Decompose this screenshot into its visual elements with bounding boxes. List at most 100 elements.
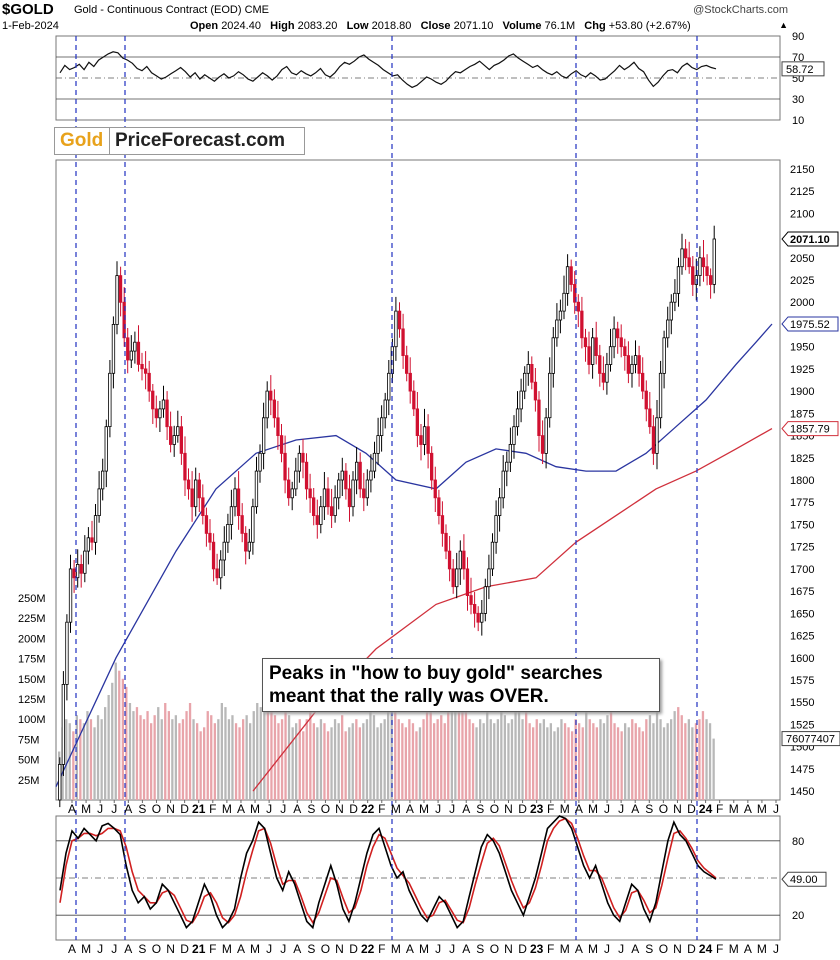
stoch-x-tick-label: J bbox=[111, 942, 117, 956]
price-tick-label: 2050 bbox=[790, 253, 814, 265]
source-credit: @StockCharts.com bbox=[693, 4, 788, 16]
candle-body bbox=[558, 310, 563, 321]
ohlc-readout: Open 2024.40 High 2083.20 Low 2018.80 Cl… bbox=[190, 20, 691, 32]
candle-body bbox=[404, 355, 409, 374]
volume-bar bbox=[93, 727, 96, 800]
volume-bar bbox=[213, 723, 216, 800]
volume-bar bbox=[680, 715, 683, 800]
stoch-x-tick-label: N bbox=[673, 942, 682, 956]
stoch-d-line bbox=[59, 817, 717, 925]
candle-body bbox=[630, 363, 634, 374]
candle-body bbox=[601, 372, 605, 383]
candle-body bbox=[483, 586, 488, 614]
low-value: 2018.80 bbox=[371, 20, 412, 32]
candle-body bbox=[429, 452, 434, 481]
candle-body bbox=[133, 341, 137, 352]
price-x-tick-label: M bbox=[81, 802, 91, 816]
chart-date: 1-Feb-2024 bbox=[2, 20, 59, 32]
rsi-tick-label: 10 bbox=[792, 115, 804, 127]
volume-bar bbox=[111, 682, 114, 800]
candle-body bbox=[193, 479, 198, 508]
candle-body bbox=[126, 337, 130, 361]
stoch-x-tick-label: A bbox=[406, 942, 414, 956]
candle-body bbox=[276, 417, 280, 436]
candle-body bbox=[219, 559, 223, 579]
stoch-x-tick-label: M bbox=[81, 942, 91, 956]
volume-bar bbox=[75, 715, 78, 800]
candle-body bbox=[240, 515, 244, 534]
candle-body bbox=[265, 390, 269, 419]
volume-bar bbox=[167, 711, 170, 800]
high-value: 2083.20 bbox=[297, 20, 338, 32]
panel-frames bbox=[55, 35, 781, 941]
volume-bar bbox=[383, 719, 386, 800]
candle-body bbox=[333, 497, 337, 516]
volume-bar bbox=[249, 723, 252, 800]
candle-body bbox=[372, 452, 377, 472]
candle-body bbox=[598, 355, 602, 374]
candle-body bbox=[523, 372, 527, 392]
volume-bar bbox=[114, 662, 117, 800]
volume-bar bbox=[539, 723, 542, 800]
volume-bar bbox=[142, 719, 146, 800]
candle-body bbox=[279, 435, 284, 454]
price-x-tick-label: A bbox=[237, 802, 245, 816]
volume-value: 76.1M bbox=[544, 20, 576, 32]
candle-body bbox=[455, 568, 459, 588]
candle-body bbox=[233, 488, 237, 508]
candle-body bbox=[594, 337, 598, 356]
candle-body bbox=[351, 479, 355, 508]
ma50-value-tag bbox=[781, 316, 839, 332]
price-x-tick-label: J bbox=[449, 802, 455, 816]
candle-body bbox=[705, 266, 709, 277]
candle-body bbox=[433, 479, 437, 499]
candle-body bbox=[655, 417, 659, 454]
candle-body bbox=[469, 595, 473, 605]
volume-bar bbox=[634, 723, 637, 800]
annotation-box: Peaks in "how to buy gold" searches mean… bbox=[262, 658, 660, 712]
volume-bar bbox=[65, 719, 68, 800]
price-x-tick-label: M bbox=[729, 802, 739, 816]
price-x-tick-label: F bbox=[547, 802, 554, 816]
volume-tick-label: 200M bbox=[18, 633, 46, 645]
volume-bar bbox=[571, 731, 574, 800]
chg-label: Chg bbox=[584, 20, 606, 32]
stoch-x-tick-label: J bbox=[266, 942, 272, 956]
stoch-x-tick-label: F bbox=[547, 942, 554, 956]
volume-bar bbox=[192, 719, 195, 800]
volume-bar bbox=[401, 723, 404, 800]
price-x-tick-label: F bbox=[209, 802, 216, 816]
stoch-x-tick-label: A bbox=[124, 942, 132, 956]
volume-bar bbox=[503, 715, 506, 800]
price-tick-label: 1625 bbox=[790, 631, 814, 643]
candle-body bbox=[623, 346, 627, 357]
stoch-x-tick-label: A bbox=[744, 942, 752, 956]
candle-body bbox=[168, 426, 173, 445]
candle-body bbox=[394, 310, 398, 348]
candle-body bbox=[254, 470, 259, 508]
volume-bar bbox=[500, 711, 503, 800]
volume-bar bbox=[323, 723, 326, 800]
volume-bar bbox=[563, 723, 567, 800]
collapse-arrow-icon[interactable]: ▲ bbox=[779, 20, 788, 30]
volume-bar bbox=[312, 723, 315, 800]
price-tick-label: 1525 bbox=[790, 719, 814, 731]
price-x-tick-label: O bbox=[321, 802, 330, 816]
candle-body bbox=[208, 532, 212, 543]
candle-body bbox=[244, 532, 248, 552]
volume-bar bbox=[666, 723, 669, 800]
candle-body bbox=[151, 390, 155, 410]
volume-bar bbox=[351, 723, 354, 800]
price-x-tick-label: M bbox=[757, 802, 767, 816]
volume-bar bbox=[609, 711, 613, 800]
rsi-value-tag bbox=[781, 61, 825, 77]
candle-body bbox=[669, 301, 673, 321]
candle-body bbox=[369, 470, 373, 481]
stoch-x-tick-label: J bbox=[280, 942, 286, 956]
price-tick-label: 1650 bbox=[790, 608, 814, 620]
candle-body bbox=[222, 541, 226, 561]
price-x-tick-label: N bbox=[335, 802, 344, 816]
chg-value: +53.80 (+2.67%) bbox=[608, 20, 691, 32]
volume-bar bbox=[535, 719, 538, 800]
candle-body bbox=[286, 479, 291, 499]
